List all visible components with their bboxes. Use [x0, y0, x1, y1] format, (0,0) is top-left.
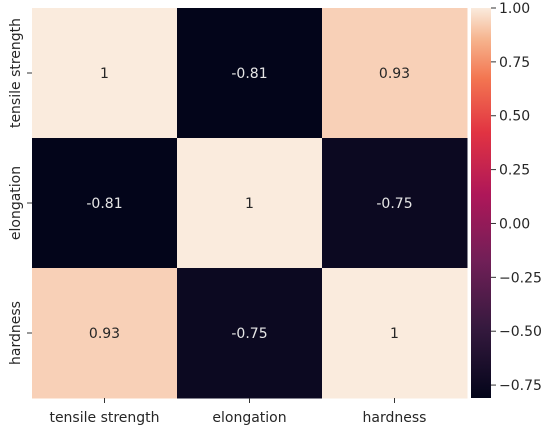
x-tick-label: elongation [212, 410, 286, 426]
cell-annotation: -0.81 [86, 196, 122, 212]
cell-annotation: 0.93 [379, 66, 410, 82]
y-tick-label: hardness [8, 301, 24, 365]
cell-annotation: 1 [100, 66, 109, 82]
heatmap-cell [177, 8, 323, 139]
heatmap-cell [32, 138, 178, 269]
colorbar-gradient [471, 8, 491, 398]
colorbar-tick-label: −0.25 [499, 270, 542, 286]
colorbar: 1.00 0.75 0.50 0.25 0.00 −0.25 −0.50 −0.75 [471, 1, 542, 398]
y-axis: tensile strength elongation hardness [8, 18, 32, 365]
heatmap-cells [32, 8, 468, 399]
x-axis: tensile strength elongation hardness [49, 398, 426, 426]
colorbar-tick-label: −0.50 [499, 324, 542, 340]
heatmap-cell [322, 8, 468, 139]
y-tick-label: tensile strength [8, 18, 24, 128]
x-tick-label: tensile strength [49, 410, 159, 426]
y-tick-label: elongation [8, 166, 24, 240]
cell-annotation: -0.81 [231, 66, 267, 82]
colorbar-tick-label: 0.50 [499, 109, 530, 125]
heatmap-cell [32, 8, 178, 139]
colorbar-tick-label: 1.00 [499, 1, 530, 17]
cell-annotation: 0.93 [89, 326, 120, 342]
heatmap-cell [322, 138, 468, 269]
cell-annotation: -0.75 [231, 326, 267, 342]
x-tick-label: hardness [363, 410, 427, 426]
colorbar-tick-label: −0.75 [499, 378, 542, 394]
heatmap-cell [177, 138, 323, 269]
heatmap-cell [177, 268, 323, 399]
cell-annotation: 1 [245, 196, 254, 212]
heatmap-cell [32, 268, 178, 399]
colorbar-tick-label: 0.75 [499, 55, 530, 71]
cell-annotation: -0.75 [376, 196, 412, 212]
cell-annotation: 1 [390, 326, 399, 342]
cell-annotations: 1 -0.81 0.93 -0.81 1 -0.75 0.93 -0.75 1 [86, 66, 412, 342]
heatmap-cell [322, 268, 468, 399]
colorbar-tick-label: 0.25 [499, 163, 530, 179]
colorbar-tick-label: 0.00 [499, 216, 530, 232]
